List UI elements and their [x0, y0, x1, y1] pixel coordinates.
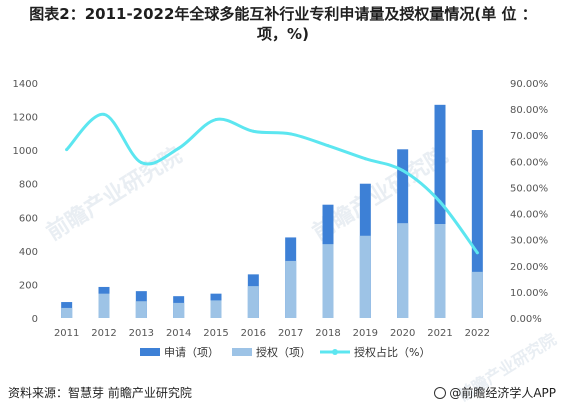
x-tick-label: 2015: [203, 328, 228, 339]
y-right-tick-label: 0.00%: [510, 314, 542, 325]
y-right-tick-label: 10.00%: [510, 288, 548, 299]
y-left-tick-label: 400: [19, 247, 38, 258]
x-ticks: 2011 2012 2013 2014 2015 2016 2017 2018 2019 2020…: [54, 328, 490, 339]
chart-title-line-1: 图表2：2011-2022年全球多能互补行业专利申请量及授权量情况(单 位 ：: [29, 5, 537, 23]
chart-title: 图表2：2011-2022年全球多能互补行业专利申请量及授权量情况(单 位 ： …: [0, 4, 566, 44]
chart-title-line-2: 项，%): [257, 25, 309, 43]
source-note: 资料来源：智慧芽 前瞻产业研究院: [8, 386, 192, 400]
y-right-tick-label: 20.00%: [510, 262, 548, 273]
ratio-point: [177, 146, 181, 150]
x-tick-label: 2022: [465, 328, 490, 339]
legend-label-grant: 授权（项）: [256, 345, 311, 359]
x-tick-label: 2020: [390, 328, 415, 339]
bar-grant: [471, 271, 483, 318]
y-right-tick-label: 50.00%: [510, 183, 548, 194]
bar-apply: [434, 104, 446, 318]
y-left-tick-label: 800: [19, 180, 38, 191]
ratio-line: [65, 112, 479, 255]
x-tick-label: 2011: [54, 328, 79, 339]
bars-layer: [61, 104, 483, 318]
ratio-point: [438, 200, 442, 204]
ratio-point: [475, 251, 479, 255]
y-right-tick-label: 30.00%: [510, 236, 548, 247]
y-right-tick-label: 90.00%: [510, 79, 548, 90]
brand-text: @前瞻经济学人APP: [449, 386, 556, 400]
ratio-point: [289, 132, 293, 136]
y-left-tick-label: 1200: [13, 113, 38, 124]
legend-swatch-grant: [232, 348, 252, 356]
x-tick-label: 2014: [166, 328, 191, 339]
y-left-tick-label: 1000: [13, 146, 38, 157]
brand-credit: @前瞻经济学人APP: [434, 384, 556, 401]
y-right-tick-label: 60.00%: [510, 157, 548, 168]
y-left-ticks: 0 200 400 600 800 1000 1200 1400: [13, 79, 38, 325]
x-tick-label: 2012: [91, 328, 116, 339]
legend-swatch-ratio-marker: [332, 349, 338, 355]
ratio-point: [65, 148, 69, 152]
bar-grant: [173, 302, 185, 318]
bar-grant: [61, 307, 73, 318]
y-right-tick-label: 80.00%: [510, 105, 548, 116]
y-left-tick-label: 0: [32, 314, 38, 325]
ratio-point: [102, 112, 106, 116]
bar-grant: [247, 286, 259, 318]
brand-logo-icon: [434, 387, 447, 399]
y-right-tick-label: 70.00%: [510, 131, 548, 142]
bar-apply: [471, 130, 483, 318]
y-left-tick-label: 1400: [13, 79, 38, 90]
x-tick-label: 2021: [427, 328, 452, 339]
legend-label-apply: 申请（项）: [164, 346, 219, 359]
bar-grant: [397, 223, 409, 318]
y-left-tick-label: 600: [19, 213, 38, 224]
ratio-point: [139, 161, 143, 165]
legend-swatch-apply: [140, 348, 160, 356]
ratio-point: [363, 157, 367, 161]
y-right-ticks: 0.00% 10.00% 20.00% 30.00% 40.00% 50.00% 60.00…: [510, 79, 548, 325]
ratio-point: [326, 144, 330, 148]
x-tick-label: 2019: [353, 328, 378, 339]
bar-grant: [210, 300, 222, 318]
x-tick-label: 2017: [278, 328, 303, 339]
x-tick-label: 2018: [315, 328, 340, 339]
ratio-point: [401, 168, 405, 172]
bar-grant: [359, 235, 371, 318]
y-left-tick-label: 200: [19, 280, 38, 291]
bar-grant: [285, 260, 297, 318]
ratio-line-layer: [65, 112, 479, 255]
bar-grant: [434, 224, 446, 318]
bar-grant: [322, 244, 334, 318]
bar-grant: [98, 293, 110, 318]
ratio-point: [214, 118, 218, 122]
bar-grant: [135, 301, 147, 318]
y-right-tick-label: 40.00%: [510, 210, 548, 221]
legend: 申请（项） 授权（项） 授权占比（%）: [140, 345, 430, 359]
legend-label-ratio: 授权占比（%）: [354, 345, 430, 359]
x-tick-label: 2013: [129, 328, 154, 339]
ratio-point: [251, 129, 255, 133]
x-tick-label: 2016: [241, 328, 266, 339]
